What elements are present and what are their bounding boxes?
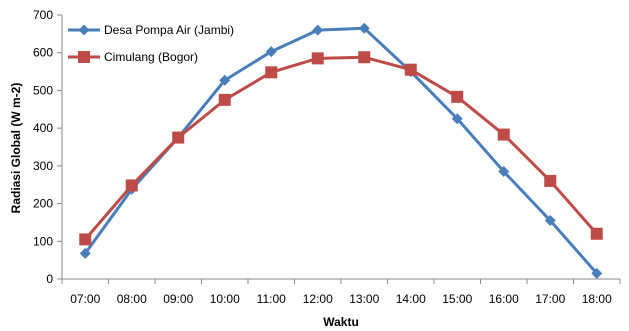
data-point	[498, 166, 510, 178]
x-tick-label: 07:00	[70, 292, 100, 306]
data-point	[544, 215, 556, 227]
x-tick-label: 15:00	[442, 292, 472, 306]
y-tick-label: 100	[33, 234, 53, 248]
x-tick-label: 10:00	[210, 292, 240, 306]
y-tick-label: 400	[33, 121, 53, 135]
data-point	[218, 93, 231, 106]
data-point	[544, 174, 557, 187]
y-tick-label: 600	[33, 46, 53, 60]
y-tick-label: 0	[46, 272, 53, 286]
data-point	[497, 128, 510, 141]
y-tick-label: 700	[33, 8, 53, 22]
x-tick-label: 12:00	[303, 292, 333, 306]
x-tick-label: 11:00	[257, 292, 286, 306]
x-tick-label: 09:00	[163, 292, 193, 306]
x-tick-label: 16:00	[489, 292, 519, 306]
data-point	[451, 113, 463, 125]
y-axis: 0 100 200 300 400 500 600 700	[33, 8, 63, 286]
series-2	[79, 51, 603, 246]
y-axis-title: Radiasi Global (W m-2)	[9, 83, 23, 214]
data-point	[404, 63, 417, 76]
legend-label: Cimulang (Bogor)	[104, 50, 198, 64]
data-point	[451, 90, 464, 103]
legend-item: Desa Pompa Air (Jambi)	[68, 23, 234, 37]
data-point	[125, 179, 138, 192]
legend-marker	[78, 51, 90, 63]
y-tick-label: 200	[33, 197, 53, 211]
x-tick-label: 14:00	[396, 292, 426, 306]
data-point	[265, 66, 278, 79]
data-point	[591, 267, 603, 279]
data-point	[312, 24, 324, 36]
y-tick-label: 300	[33, 159, 53, 173]
data-point	[311, 52, 324, 65]
y-tick-label: 500	[33, 83, 53, 97]
x-tick-label: 08:00	[117, 292, 147, 306]
data-point	[219, 74, 231, 86]
series-layer	[79, 22, 603, 279]
x-axis: 07:00 08:00 09:00 10:00 11:00 12:00 13:00 14:00…	[61, 278, 621, 306]
data-point	[265, 46, 277, 58]
x-tick-label: 18:00	[582, 292, 612, 306]
data-point	[79, 247, 91, 259]
legend: Desa Pompa Air (Jambi) Cimulang (Bogor)	[68, 23, 234, 64]
data-point	[590, 227, 603, 240]
data-point	[358, 51, 371, 64]
legend-label: Desa Pompa Air (Jambi)	[104, 23, 234, 37]
x-tick-label: 17:00	[535, 292, 565, 306]
data-point	[172, 131, 185, 144]
data-point	[358, 22, 370, 34]
series-line	[84, 55, 598, 241]
data-point	[79, 233, 92, 246]
x-axis-title: Waktu	[323, 315, 359, 329]
legend-marker	[78, 24, 90, 36]
legend-item: Cimulang (Bogor)	[68, 50, 198, 64]
x-tick-label: 13:00	[349, 292, 379, 306]
